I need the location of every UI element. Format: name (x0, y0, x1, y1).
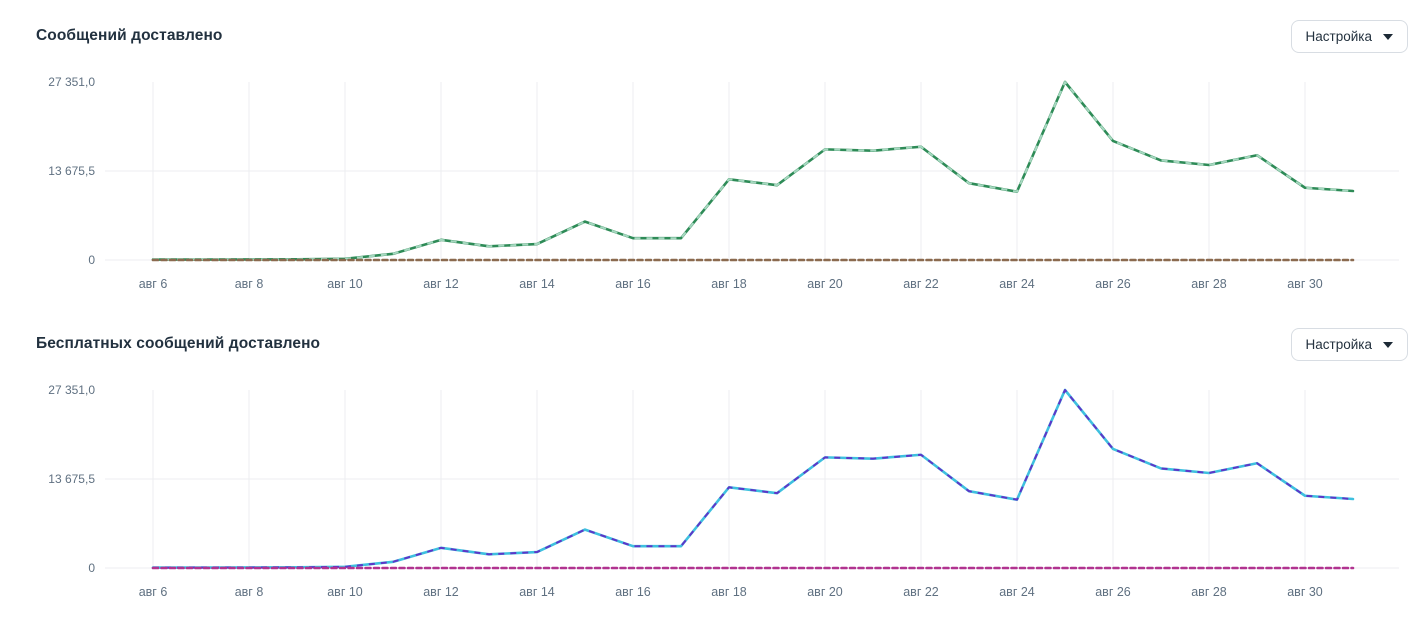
chart-free-messages-delivered: 27 351,0 13 675,5 0 авг 6 авг 8 авг 10 авг 12 а… (48, 383, 1399, 599)
y-axis-tick-label: 27 351,0 (48, 383, 95, 397)
x-axis-tick-label: авг 22 (903, 585, 939, 599)
x-axis-tick-label: авг 12 (423, 277, 459, 291)
chart-panel-messages-delivered: Сообщений доставлено Настройка 27 351,0 1… (0, 0, 1428, 308)
x-axis-tick-label: авг 14 (519, 585, 555, 599)
chart-panel-free-messages-delivered: Бесплатных сообщений доставлено Настройк… (0, 308, 1428, 618)
y-axis-tick-label: 27 351,0 (48, 75, 95, 89)
x-axis-tick-label: авг 12 (423, 585, 459, 599)
x-axis-tick-label: авг 20 (807, 277, 843, 291)
y-axis-tick-label: 0 (88, 253, 95, 267)
y-axis-tick-label: 13 675,5 (48, 472, 95, 486)
y-axis-tick-label: 0 (88, 561, 95, 575)
x-axis-tick-label: авг 18 (711, 585, 747, 599)
settings-button-label: Настройка (1305, 29, 1372, 44)
chevron-down-icon (1383, 33, 1393, 40)
x-axis-tick-label: авг 10 (327, 585, 363, 599)
x-axis-tick-label: авг 8 (235, 585, 264, 599)
page-title: Сообщений доставлено (36, 27, 223, 44)
x-axis-tick-label: авг 14 (519, 277, 555, 291)
x-axis-tick-label: авг 20 (807, 585, 843, 599)
chart-line-series-1-dash-overlay (152, 81, 1354, 261)
x-axis-tick-label: авг 18 (711, 277, 747, 291)
chart-messages-delivered: 27 351,0 13 675,5 0 авг 6 авг 8 авг 10 авг 12 а… (48, 75, 1399, 291)
x-axis-tick-label: авг 24 (999, 585, 1035, 599)
settings-button[interactable]: Настройка (1290, 20, 1408, 53)
settings-button-label: Настройка (1305, 337, 1372, 352)
x-axis-tick-label: авг 24 (999, 277, 1035, 291)
x-axis-tick-label: авг 26 (1095, 585, 1131, 599)
page-title: Бесплатных сообщений доставлено (36, 335, 321, 352)
x-axis-tick-label: авг 6 (139, 585, 168, 599)
x-axis-tick-label: авг 30 (1287, 277, 1323, 291)
x-axis-tick-label: авг 26 (1095, 277, 1131, 291)
x-axis-tick-label: авг 28 (1191, 585, 1227, 599)
x-axis-tick-label: авг 6 (139, 277, 168, 291)
y-axis-tick-label: 13 675,5 (48, 164, 95, 178)
x-axis-tick-label: авг 8 (235, 277, 264, 291)
chart-line-series-1-dash-overlay (152, 389, 1354, 569)
x-axis-tick-label: авг 30 (1287, 585, 1323, 599)
x-axis-tick-label: авг 28 (1191, 277, 1227, 291)
chevron-down-icon (1383, 341, 1393, 348)
x-axis-tick-label: авг 22 (903, 277, 939, 291)
x-axis-tick-label: авг 10 (327, 277, 363, 291)
settings-button[interactable]: Настройка (1290, 328, 1408, 361)
x-axis-tick-label: авг 16 (615, 585, 651, 599)
x-axis-tick-label: авг 16 (615, 277, 651, 291)
